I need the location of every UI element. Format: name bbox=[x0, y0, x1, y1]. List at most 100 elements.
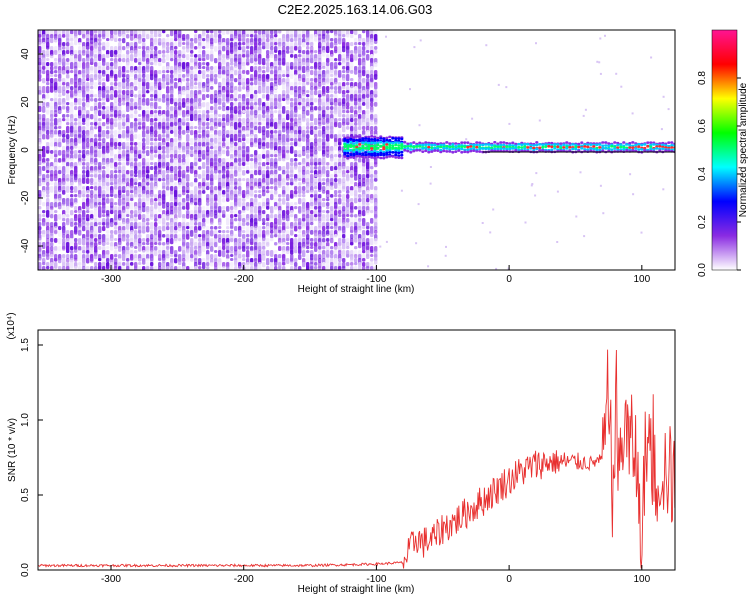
heatmap-cell bbox=[74, 238, 78, 243]
heatmap-cell bbox=[78, 238, 82, 245]
heatmap-cell bbox=[106, 258, 110, 263]
heatmap-cell bbox=[298, 118, 302, 124]
heatmap-cell bbox=[250, 246, 254, 252]
heatmap-cell bbox=[358, 42, 362, 46]
heatmap-cell bbox=[206, 170, 210, 176]
heatmap-cell bbox=[326, 166, 330, 170]
heatmap-cell bbox=[310, 166, 314, 171]
heatmap-cell bbox=[186, 86, 190, 91]
heatmap-cell bbox=[174, 222, 178, 227]
heatmap-cell bbox=[258, 30, 262, 35]
heatmap-cell bbox=[346, 157, 350, 160]
heatmap-cell bbox=[238, 162, 242, 167]
heatmap-cell bbox=[246, 186, 250, 191]
heatmap-cell bbox=[218, 134, 222, 140]
heatmap-cell bbox=[106, 106, 110, 111]
heatmap-cell bbox=[350, 114, 354, 119]
heatmap-cell bbox=[599, 37, 602, 40]
heatmap-cell bbox=[234, 102, 238, 107]
heatmap-cell bbox=[362, 114, 366, 120]
heatmap-cell bbox=[226, 178, 230, 184]
heatmap-cell bbox=[122, 214, 126, 220]
heatmap-cell bbox=[373, 141, 377, 145]
heatmap-cell bbox=[66, 266, 70, 270]
heatmap-cell bbox=[170, 222, 174, 228]
heatmap-cell bbox=[202, 190, 206, 194]
heatmap-cell bbox=[238, 246, 242, 250]
heatmap-cell bbox=[126, 170, 130, 175]
heatmap-cell bbox=[310, 262, 314, 270]
heatmap-cell bbox=[460, 145, 464, 149]
heatmap-cell bbox=[238, 218, 242, 222]
heatmap-cell bbox=[70, 150, 74, 155]
heatmap-cell bbox=[397, 137, 401, 140]
heatmap-cell bbox=[290, 106, 294, 111]
heatmap-cell bbox=[330, 206, 334, 211]
heatmap-cell bbox=[346, 166, 350, 171]
heatmap-cell bbox=[98, 182, 102, 187]
heatmap-cell bbox=[106, 246, 110, 249]
heatmap-cell bbox=[182, 234, 186, 240]
heatmap-cell bbox=[58, 206, 62, 210]
heatmap-cell bbox=[170, 238, 174, 245]
heatmap-cell bbox=[46, 46, 50, 50]
heatmap-cell bbox=[142, 114, 146, 122]
heatmap-cell bbox=[54, 74, 58, 78]
heatmap-cell bbox=[98, 142, 102, 147]
heatmap-cell bbox=[150, 150, 154, 154]
heatmap-cell bbox=[278, 246, 282, 251]
heatmap-cell bbox=[270, 106, 274, 110]
heatmap-cell bbox=[194, 66, 198, 71]
heatmap-cell bbox=[98, 70, 102, 74]
heatmap-cell bbox=[130, 170, 134, 177]
heatmap-cell bbox=[150, 230, 154, 235]
heatmap-cell bbox=[258, 262, 262, 270]
heatmap-cell bbox=[86, 134, 90, 139]
heatmap-cell bbox=[86, 78, 90, 82]
heatmap-cell bbox=[362, 194, 366, 200]
heatmap-cell bbox=[202, 226, 206, 230]
heatmap-cell bbox=[445, 145, 449, 148]
heatmap-cell bbox=[366, 166, 370, 172]
heatmap-cell bbox=[262, 118, 266, 122]
heatmap-cell bbox=[166, 258, 170, 262]
heatmap-cell bbox=[362, 266, 366, 270]
heatmap-cell bbox=[186, 190, 190, 194]
heatmap-cell bbox=[70, 62, 74, 70]
heatmap-cell bbox=[330, 226, 334, 230]
heatmap-cell bbox=[238, 238, 242, 243]
heatmap-cell bbox=[66, 38, 70, 43]
heatmap-cell bbox=[122, 114, 126, 118]
heatmap-cell bbox=[230, 266, 234, 270]
heatmap-cell bbox=[266, 122, 270, 129]
heatmap-cell bbox=[310, 130, 314, 135]
heatmap-cell bbox=[409, 151, 413, 154]
heatmap-cell bbox=[222, 194, 226, 198]
heatmap-cell bbox=[302, 82, 306, 88]
heatmap-cell bbox=[286, 174, 290, 181]
heatmap-cell bbox=[370, 210, 374, 214]
heatmap-cell bbox=[475, 145, 479, 149]
heatmap-cell bbox=[338, 258, 342, 262]
heatmap-cell bbox=[374, 46, 378, 50]
heatmap-cell bbox=[134, 178, 138, 183]
heatmap-cell bbox=[194, 230, 198, 235]
heatmap-cell bbox=[370, 138, 374, 141]
heatmap-cell bbox=[362, 158, 366, 163]
heatmap-cell bbox=[106, 186, 110, 191]
heatmap-cell bbox=[374, 122, 378, 126]
heatmap-cell bbox=[489, 231, 492, 234]
heatmap-cell bbox=[354, 70, 358, 75]
heatmap-cell bbox=[314, 262, 318, 266]
heatmap-cell bbox=[270, 102, 274, 108]
heatmap-cell bbox=[194, 150, 198, 155]
heatmap-cell bbox=[246, 102, 250, 106]
heatmap-cell bbox=[250, 158, 254, 162]
heatmap-cell bbox=[373, 138, 377, 141]
heatmap-cell bbox=[46, 110, 50, 115]
heatmap-cell bbox=[334, 42, 338, 46]
heatmap-cell bbox=[62, 218, 66, 222]
heatmap-cell bbox=[385, 240, 388, 243]
heatmap-cell bbox=[326, 206, 330, 210]
